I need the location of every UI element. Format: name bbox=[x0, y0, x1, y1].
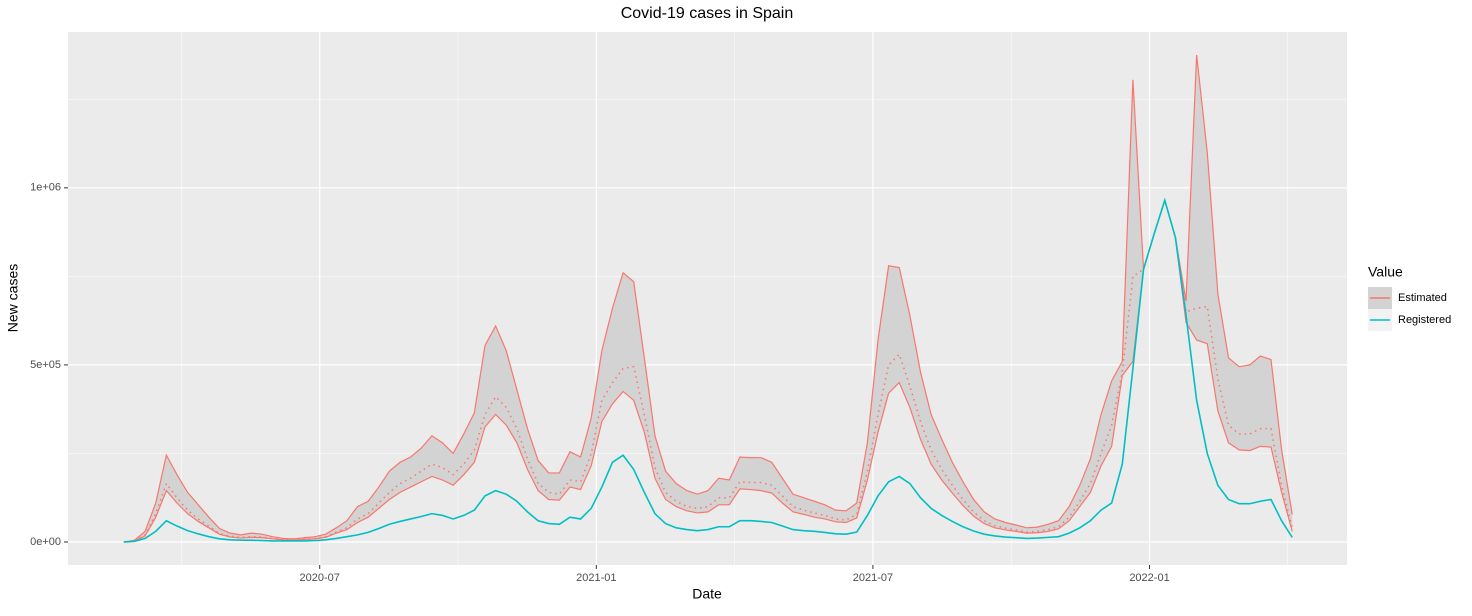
x-tick-label: 2021-01 bbox=[576, 572, 616, 584]
y-axis-label: New cases bbox=[5, 264, 21, 332]
legend-title: Value bbox=[1368, 264, 1403, 280]
legend-label: Estimated bbox=[1398, 292, 1447, 304]
chart-title: Covid-19 cases in Spain bbox=[621, 5, 794, 22]
series-line bbox=[123, 197, 1293, 543]
y-tick-label: 0e+00 bbox=[30, 536, 61, 548]
band-lower-line bbox=[123, 198, 1293, 543]
x-tick-label: 2020-07 bbox=[300, 572, 340, 584]
legend-label: Registered bbox=[1398, 314, 1451, 326]
y-tick-label: 5e+05 bbox=[30, 359, 61, 371]
plot-background bbox=[68, 32, 1347, 565]
band-upper-line bbox=[123, 54, 1293, 543]
x-tick-label: 2022-01 bbox=[1129, 572, 1169, 584]
y-tick-label: 1e+06 bbox=[30, 182, 61, 194]
x-tick-label: 2021-07 bbox=[853, 572, 893, 584]
x-axis-label: Date bbox=[692, 586, 722, 602]
